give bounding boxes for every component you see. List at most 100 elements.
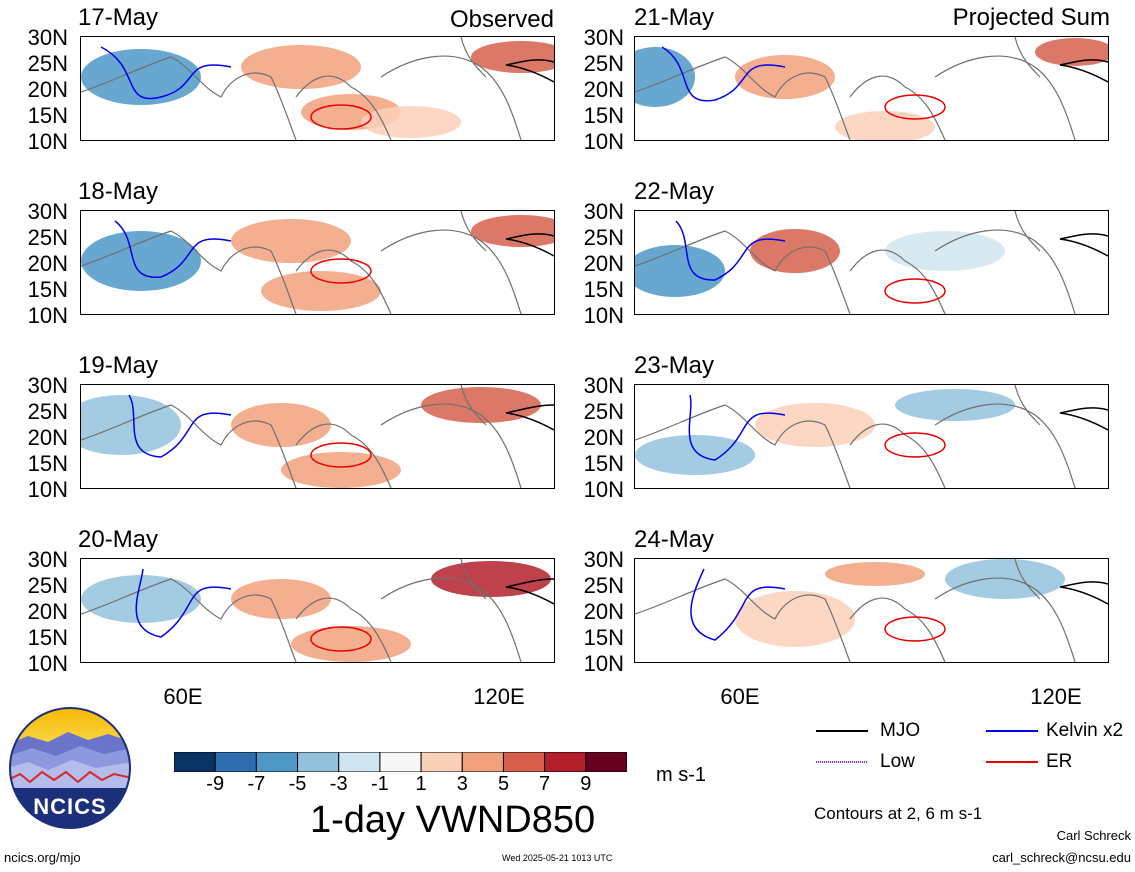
footer-url[interactable]: ncics.org/mjo bbox=[4, 850, 81, 865]
colorbar-tick-label: -1 bbox=[370, 773, 389, 795]
lat-label: 15N bbox=[583, 277, 624, 302]
legend-swatches-left bbox=[816, 730, 868, 763]
footer-timestamp: Wed 2025-05-21 1013 UTC bbox=[502, 853, 613, 863]
colorbar-swatch bbox=[297, 751, 340, 773]
panel-date: 24-May bbox=[634, 526, 715, 553]
map-panel bbox=[80, 384, 555, 489]
footer-author: Carl Schreck bbox=[1056, 828, 1131, 843]
coastline bbox=[81, 559, 522, 662]
lat-label: 20N bbox=[583, 599, 624, 624]
kelvin-contour bbox=[661, 46, 786, 102]
map-panel bbox=[80, 558, 555, 663]
lat-label: 10N bbox=[27, 477, 68, 502]
lat-label: 25N bbox=[583, 225, 624, 250]
mjo-contour bbox=[505, 59, 554, 83]
lon-label: 120E bbox=[473, 684, 525, 709]
colorbar-swatch bbox=[379, 751, 422, 773]
map-field bbox=[635, 385, 1108, 488]
colorbar bbox=[173, 751, 628, 773]
er-contour bbox=[884, 432, 946, 458]
colorbar-swatch bbox=[173, 751, 216, 773]
lat-label: 30N bbox=[27, 25, 68, 50]
variable-title: 1-day VWND850 bbox=[310, 799, 596, 841]
panel-date: 23-May bbox=[634, 352, 715, 379]
map-panel bbox=[80, 210, 555, 315]
kelvin-contour bbox=[100, 46, 232, 100]
lat-label: 15N bbox=[583, 625, 624, 650]
lat-label: 20N bbox=[27, 599, 68, 624]
coastline bbox=[81, 37, 522, 140]
colorbar-tick-label: 9 bbox=[580, 773, 592, 795]
colorbar-tick-label: -5 bbox=[288, 773, 307, 795]
colorbar-tick-label: 5 bbox=[497, 773, 510, 795]
coastline bbox=[635, 211, 1076, 314]
footer-email[interactable]: carl_schreck@ncsu.edu bbox=[992, 850, 1131, 865]
lat-label: 25N bbox=[583, 399, 624, 424]
colorbar-swatch bbox=[420, 751, 463, 773]
legend-swatches-right bbox=[986, 730, 1038, 763]
lat-label: 15N bbox=[583, 103, 624, 128]
colorbar-tick-label: 7 bbox=[539, 773, 551, 795]
lat-label: 30N bbox=[583, 373, 624, 398]
wind-anomaly-shading bbox=[835, 111, 935, 140]
map-field bbox=[81, 37, 554, 140]
lat-label: 15N bbox=[27, 625, 68, 650]
lat-label: 25N bbox=[583, 573, 624, 598]
panel-date: 22-May bbox=[634, 178, 715, 205]
lat-label: 15N bbox=[27, 277, 68, 302]
colorbar-swatch bbox=[338, 751, 381, 773]
lat-label: 20N bbox=[27, 425, 68, 450]
kelvin-contour bbox=[675, 220, 786, 281]
wind-anomaly-shading bbox=[81, 575, 201, 623]
map-field bbox=[635, 559, 1108, 662]
er-contour bbox=[884, 278, 946, 304]
er-contour bbox=[884, 616, 946, 642]
panel-status-label: Observed bbox=[449, 6, 554, 33]
wind-anomaly-shading bbox=[231, 219, 351, 263]
colorbar-swatch bbox=[255, 751, 299, 773]
er-contour bbox=[884, 94, 946, 120]
lon-label: 60E bbox=[720, 684, 760, 709]
map-panel bbox=[634, 210, 1109, 315]
kelvin-contour bbox=[690, 568, 786, 641]
ncics-logo-icon bbox=[9, 707, 131, 829]
map-field bbox=[81, 385, 554, 488]
wind-anomaly-shading bbox=[281, 452, 401, 488]
mjo-contour bbox=[505, 404, 554, 431]
lat-label: 15N bbox=[27, 451, 68, 476]
colorbar-swatch bbox=[502, 751, 546, 773]
lat-label: 30N bbox=[27, 373, 68, 398]
wind-anomaly-shading bbox=[895, 389, 1015, 421]
kelvin-contour bbox=[135, 568, 232, 638]
wind-anomaly-shading bbox=[1035, 38, 1108, 66]
lat-label: 20N bbox=[583, 77, 624, 102]
lat-label: 10N bbox=[27, 129, 68, 154]
mjo-contour bbox=[505, 578, 554, 605]
legend-low-label: Low bbox=[880, 751, 915, 772]
contour-note: Contours at 2, 6 m s-1 bbox=[814, 804, 983, 823]
lat-label: 15N bbox=[27, 103, 68, 128]
mjo-contour bbox=[1059, 59, 1108, 83]
map-field bbox=[635, 37, 1108, 140]
colorbar-units: m s-1 bbox=[656, 764, 706, 786]
er-contour bbox=[310, 258, 372, 284]
colorbar-tick-label: -3 bbox=[329, 773, 348, 795]
lon-label: 120E bbox=[1030, 684, 1082, 709]
coastline bbox=[635, 37, 1076, 140]
panel-status-label: Projected Sum bbox=[952, 4, 1110, 31]
wind-anomaly-shading bbox=[261, 271, 381, 311]
panel-date: 21-May bbox=[634, 4, 715, 31]
colorbar-tick-label: 3 bbox=[456, 773, 468, 795]
wind-anomaly-shading bbox=[825, 562, 925, 586]
colorbar-tick-label: -9 bbox=[206, 773, 225, 795]
coastline bbox=[635, 559, 1076, 662]
wind-anomaly-shading bbox=[471, 41, 554, 73]
map-panel bbox=[634, 384, 1109, 489]
lat-label: 30N bbox=[583, 547, 624, 572]
colorbar-swatch bbox=[544, 751, 587, 773]
map-field bbox=[81, 559, 554, 662]
colorbar-tick-label: 1 bbox=[415, 773, 427, 795]
lat-label: 20N bbox=[27, 77, 68, 102]
legend-er-label: ER bbox=[1046, 751, 1073, 772]
lat-label: 10N bbox=[583, 129, 624, 154]
